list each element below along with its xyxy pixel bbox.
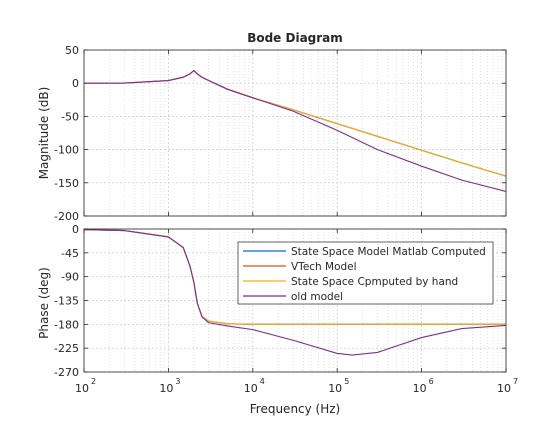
magnitude-axis-label: Magnitude (dB) bbox=[37, 87, 51, 180]
magnitude-y-tick-label: -150 bbox=[54, 177, 79, 190]
chart-title: Bode Diagram bbox=[247, 31, 343, 45]
x-tick-label: 10 bbox=[413, 382, 427, 395]
magnitude-series-old-model bbox=[84, 69, 506, 192]
phase-y-tick-label: -180 bbox=[54, 318, 79, 331]
legend-entry: State Space Model Matlab Computed bbox=[291, 246, 486, 258]
x-tick-exponent: 3 bbox=[175, 377, 180, 386]
magnitude-y-tick-label: -50 bbox=[61, 110, 79, 123]
legend-entry: old model bbox=[291, 291, 343, 303]
phase-axes-box bbox=[83, 228, 507, 373]
x-tick-label: 10 bbox=[244, 382, 258, 395]
x-tick-exponent: 6 bbox=[429, 377, 434, 386]
legend[interactable]: State Space Model Matlab Computed VTech M… bbox=[237, 241, 494, 305]
x-tick-label: 10 bbox=[497, 382, 511, 395]
x-tick-exponent: 5 bbox=[344, 377, 349, 386]
x-tick-label: 10 bbox=[75, 382, 89, 395]
phase-y-tick-label: -270 bbox=[54, 366, 79, 379]
phase-y-tick-label: 0 bbox=[72, 223, 79, 236]
magnitude-panel: 50 0 -50 -100 -150 -200 bbox=[54, 44, 507, 223]
legend-entry: State Space Cpmputed by hand bbox=[291, 276, 458, 288]
magnitude-y-tick-label: 0 bbox=[72, 77, 79, 90]
x-tick-label: 10 bbox=[159, 382, 173, 395]
magnitude-y-tick-label: -100 bbox=[54, 144, 79, 157]
phase-y-tick-label: -135 bbox=[54, 295, 79, 308]
magnitude-plot-area bbox=[84, 50, 506, 216]
legend-box bbox=[237, 241, 494, 305]
magnitude-axes-box bbox=[83, 49, 507, 217]
phase-y-tick-label: -225 bbox=[54, 342, 79, 355]
magnitude-y-tick-label: 50 bbox=[65, 44, 79, 57]
phase-y-tick-label: -45 bbox=[61, 247, 79, 260]
x-tick-exponent: 7 bbox=[513, 377, 518, 386]
phase-series-old-model bbox=[84, 229, 506, 356]
x-tick-exponent: 4 bbox=[260, 377, 265, 386]
phase-axis-label: Phase (deg) bbox=[37, 267, 51, 339]
phase-y-tick-label: -90 bbox=[61, 271, 79, 284]
x-tick-label: 10 bbox=[328, 382, 342, 395]
x-tick-exponent: 2 bbox=[91, 377, 96, 386]
legend-entry: VTech Model bbox=[291, 261, 357, 273]
magnitude-y-tick-label: -200 bbox=[54, 210, 79, 223]
x-axis-label: Frequency (Hz) bbox=[250, 402, 341, 416]
